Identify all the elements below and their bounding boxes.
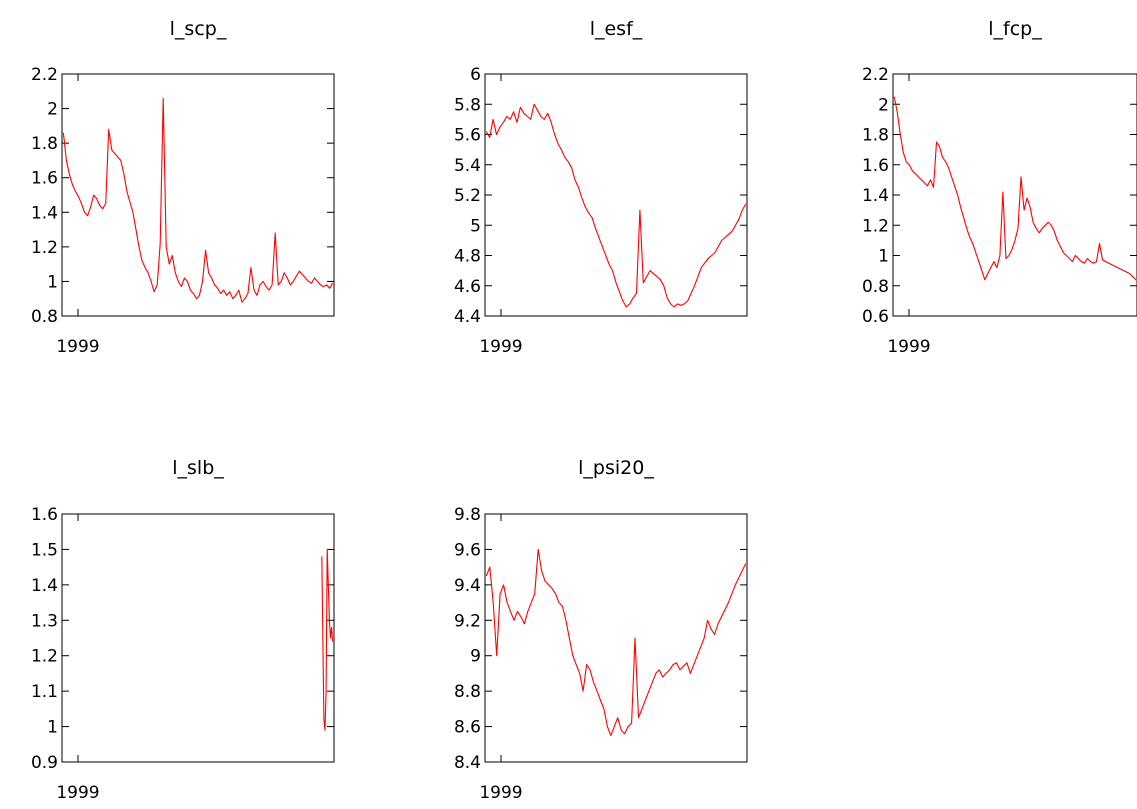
y-tick-label: 0.8	[862, 277, 889, 297]
series-line-l-slb	[321, 548, 334, 731]
chart-title-l-fcp: l_fcp_	[988, 18, 1042, 40]
y-tick-label: 1.2	[862, 216, 889, 236]
x-tick-label: 1999	[56, 337, 99, 357]
y-tick-label: 1.4	[31, 576, 58, 596]
y-tick-label: 1.3	[31, 611, 58, 631]
y-tick-label: 8.6	[454, 718, 481, 738]
y-tick-label: 5	[470, 216, 481, 236]
chart-title-l-psi20: l_psi20_	[578, 457, 654, 479]
y-tick-label: 5.6	[454, 126, 481, 146]
chart-title-l-esf: l_esf_	[590, 18, 643, 40]
y-tick-label: 1.4	[862, 186, 889, 206]
y-tick-label: 1.1	[31, 682, 58, 702]
y-tick-label: 9	[470, 647, 481, 667]
plot-frame-l-scp	[61, 73, 335, 317]
y-tick-label: 9.8	[454, 505, 481, 525]
series-line-l-esf	[485, 103, 747, 308]
y-tick-label: 1.8	[862, 126, 889, 146]
series-line-l-psi20	[485, 548, 747, 736]
y-tick-label: 6	[470, 65, 481, 85]
y-tick-label: 1.2	[31, 647, 58, 667]
y-tick-label: 0.6	[862, 307, 889, 327]
x-tick-label: 1999	[479, 337, 522, 357]
y-tick-label: 2	[878, 95, 889, 115]
y-tick-label: 4.6	[454, 277, 481, 297]
y-tick-label: 8.8	[454, 682, 481, 702]
y-tick-label: 5.8	[454, 95, 481, 115]
y-tick-label: 1	[47, 272, 58, 292]
plot-frame-l-esf	[484, 73, 748, 317]
chart-title-l-slb: l_slb_	[172, 457, 224, 479]
x-tick-label: 1999	[479, 783, 522, 803]
chart-title-l-scp: l_scp_	[170, 18, 227, 40]
series-line-l-fcp	[893, 96, 1137, 281]
y-tick-label: 1.8	[31, 134, 58, 154]
y-tick-label: 2	[47, 100, 58, 120]
y-tick-label: 1.2	[31, 238, 58, 258]
y-tick-label: 9.4	[454, 576, 481, 596]
plot-frame-l-slb	[61, 513, 335, 763]
y-tick-label: 1.6	[31, 505, 58, 525]
y-tick-label: 9.2	[454, 611, 481, 631]
y-tick-label: 0.9	[31, 753, 58, 773]
x-tick-label: 1999	[887, 337, 930, 357]
plot-frame-l-fcp	[892, 73, 1137, 317]
y-tick-label: 4.8	[454, 247, 481, 267]
y-tick-label: 9.6	[454, 540, 481, 560]
y-tick-label: 1	[47, 718, 58, 738]
y-tick-label: 2.2	[862, 65, 889, 85]
y-tick-label: 1	[878, 247, 889, 267]
series-line-l-scp	[62, 97, 334, 303]
y-tick-label: 1.6	[31, 169, 58, 189]
y-tick-label: 1.6	[862, 156, 889, 176]
y-tick-label: 4.4	[454, 307, 481, 327]
plot-frame-l-psi20	[484, 513, 748, 763]
y-tick-label: 2.2	[31, 65, 58, 85]
y-tick-label: 5.4	[454, 156, 481, 176]
y-tick-label: 0.8	[31, 307, 58, 327]
y-tick-label: 1.5	[31, 540, 58, 560]
x-tick-label: 1999	[56, 783, 99, 803]
y-tick-label: 1.4	[31, 203, 58, 223]
y-tick-label: 5.2	[454, 186, 481, 206]
y-tick-label: 8.4	[454, 753, 481, 773]
